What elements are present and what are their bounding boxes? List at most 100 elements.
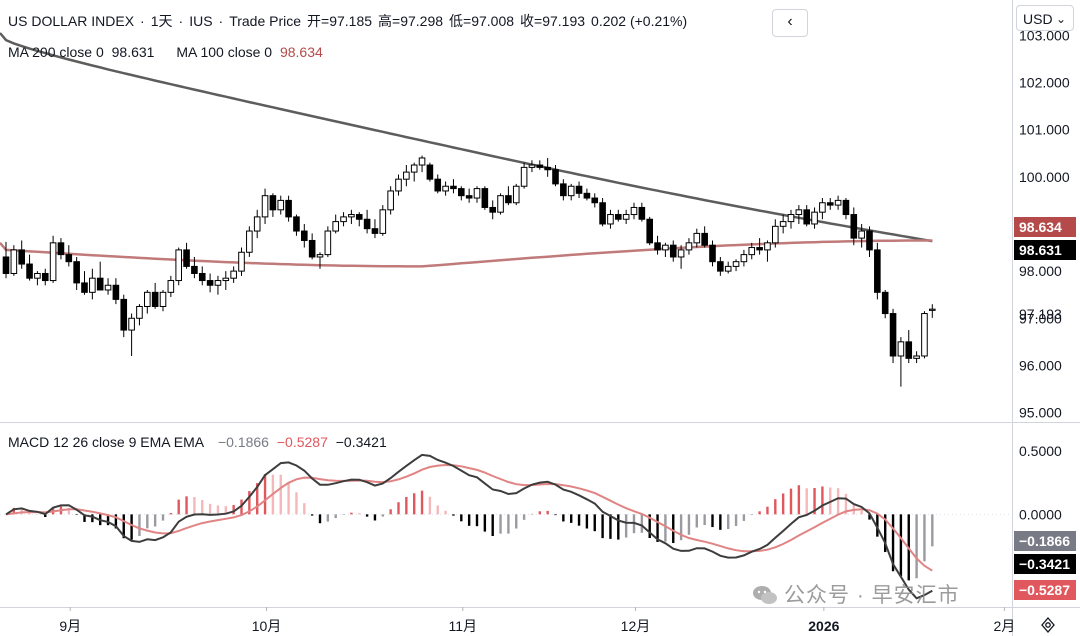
macd-pane — [0, 453, 1012, 600]
macd-line-tag-text: −0.3421 — [1019, 556, 1070, 572]
price-tick-label: 103.000 — [1019, 27, 1070, 43]
candle-up — [512, 185, 520, 204]
ma100-value: 98.634 — [279, 44, 323, 60]
price-tick-label: 98.000 — [1019, 263, 1062, 279]
candle-down — [57, 242, 65, 256]
separator-dot: · — [140, 13, 145, 29]
candlestick-series — [2, 155, 936, 387]
candle-up — [662, 244, 669, 251]
ma100-price-tag: 98.634 — [1014, 217, 1076, 237]
candle-up — [779, 221, 787, 227]
candle-down — [183, 249, 190, 267]
candle-up — [795, 209, 803, 216]
candle-up — [159, 291, 167, 307]
candle-down — [701, 232, 708, 246]
candle-down — [481, 188, 489, 208]
time-tick-label: 10月 — [252, 618, 282, 634]
watermark: 公众号 · 早安汇市 — [752, 579, 960, 609]
candle-up — [253, 216, 261, 232]
watermark-text: 公众号 · 早安汇市 — [784, 584, 960, 607]
candle-up — [685, 242, 693, 251]
candle-up — [277, 199, 285, 211]
candle-up — [387, 190, 394, 211]
low-value: 低=97.008 — [449, 13, 515, 29]
candle-up — [144, 291, 151, 307]
candle-up — [49, 242, 57, 282]
time-tick-label: 11月 — [448, 618, 477, 634]
candle-up — [410, 164, 418, 173]
candle-down — [206, 280, 214, 286]
candle-down — [293, 216, 300, 232]
ma100-line — [0, 239, 933, 268]
chevron-left-icon: ‹ — [787, 13, 793, 30]
candle-up — [348, 214, 355, 218]
macd-legend: MACD 12 26 close 9 EMA EMA −0.1866 −0.52… — [8, 434, 391, 450]
candle-down — [65, 254, 73, 263]
ma100-label[interactable]: MA 100 close 0 — [176, 44, 273, 60]
candle-up — [136, 305, 143, 319]
candle-up — [630, 206, 638, 216]
candle-down — [301, 230, 308, 241]
candle-up — [10, 249, 18, 274]
candle-up — [246, 230, 253, 253]
candle-down — [866, 230, 873, 251]
candle-up — [693, 232, 701, 244]
candle-down — [2, 256, 10, 274]
macd-line — [5, 453, 933, 600]
interval-label[interactable]: 1天 — [150, 13, 173, 29]
candle-up — [520, 166, 528, 187]
last-price-label: 97.193 — [1019, 306, 1062, 322]
candle-up — [340, 216, 347, 223]
candle-down — [96, 277, 104, 291]
macd-label[interactable]: MACD 12 26 close 9 EMA EMA — [8, 434, 205, 450]
candle-up — [34, 272, 41, 279]
chevron-down-icon: ⌄ — [1055, 12, 1066, 26]
candle-down — [881, 291, 889, 315]
gear-icon[interactable] — [1040, 617, 1056, 633]
candle-up — [379, 209, 387, 234]
currency-label: USD — [1023, 11, 1053, 27]
ma200-price-tag-bg — [1014, 240, 1076, 260]
candle-up — [324, 230, 332, 256]
candle-up — [418, 157, 426, 166]
candle-down — [803, 209, 811, 225]
candle-up — [128, 317, 135, 331]
candle-up — [858, 230, 865, 239]
high-value: 高=97.298 — [378, 13, 444, 29]
candle-up — [764, 242, 771, 251]
candle-down — [308, 239, 316, 258]
macd-hist-value: −0.1866 — [217, 434, 269, 450]
candle-down — [756, 247, 763, 251]
ma200-label[interactable]: MA 200 close 0 — [8, 44, 104, 60]
candle-down — [669, 244, 677, 258]
symbol-legend: US DOLLAR INDEX · 1天 · IUS · Trade Price… — [8, 11, 693, 31]
candle-up — [772, 225, 779, 244]
currency-selector[interactable]: USD ⌄ — [1016, 5, 1074, 31]
price-tick-label: 95.000 — [1019, 405, 1062, 421]
candle-up — [748, 247, 756, 256]
candle-up — [214, 280, 222, 286]
candle-down — [363, 218, 371, 230]
candle-up — [677, 249, 685, 258]
candle-down — [434, 178, 442, 192]
exchange-label: IUS — [189, 13, 213, 29]
candle-up — [89, 277, 96, 293]
candle-down — [73, 261, 80, 284]
candle-up — [403, 171, 410, 180]
candle-up — [316, 254, 324, 258]
candle-down — [120, 298, 128, 331]
open-value: 开=97.185 — [307, 13, 373, 29]
candle-down — [889, 313, 897, 357]
candle-up — [238, 251, 245, 272]
symbol-name[interactable]: US DOLLAR INDEX — [8, 13, 135, 29]
time-tick-label: 2月 — [994, 618, 1016, 634]
candle-up — [929, 308, 936, 311]
candle-down — [560, 183, 567, 197]
collapse-legend-button[interactable]: ‹ — [772, 9, 808, 37]
candle-up — [332, 221, 339, 232]
candle-down — [112, 284, 120, 300]
candle-down — [269, 195, 277, 211]
candle-down — [151, 291, 159, 307]
candle-down — [544, 166, 551, 171]
